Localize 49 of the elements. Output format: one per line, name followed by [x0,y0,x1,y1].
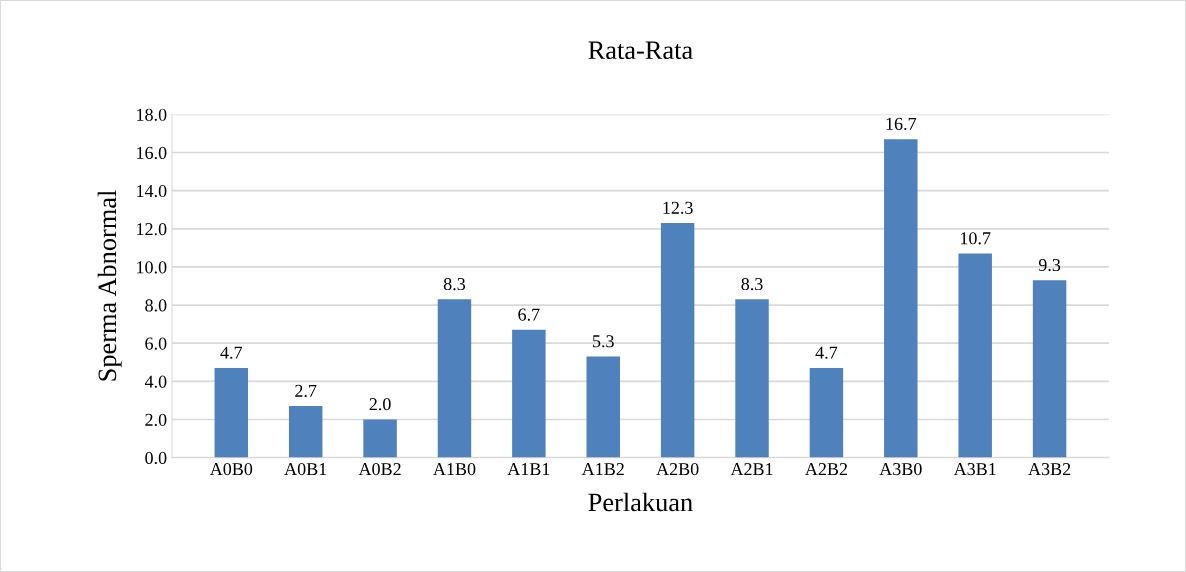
data-label: 2.0 [369,398,391,411]
bar [363,419,397,458]
y-tick-label: 14.0 [137,184,167,198]
bar [1032,280,1067,458]
bar [884,139,918,458]
x-tick-label: A1B0 [433,462,476,476]
bar [735,299,769,458]
x-tick-label: A2B2 [805,463,847,476]
x-tick-label: A0B1 [284,462,327,476]
bar [958,253,992,458]
x-axis-title: Perlakuan [588,492,693,512]
y-axis-title: Sperma Abnormal [97,190,122,381]
chart-title: Rata-Rata [588,41,693,60]
data-label: 4.7 [220,346,243,359]
x-tick-label: A0B0 [209,462,253,476]
data-label: 6.7 [518,308,540,321]
data-label: 8.3 [443,277,466,291]
y-tick-label: 18.0 [137,108,167,121]
bar [214,367,249,458]
data-label: 2.7 [295,384,317,397]
y-tick-label: 8.0 [145,299,167,312]
x-tick-label: A1B2 [581,463,624,476]
bar [437,299,472,458]
bar [660,223,695,458]
data-label: 8.3 [741,277,763,291]
data-label: 5.3 [593,335,614,348]
x-tick-label: A3B1 [953,463,996,476]
data-label: 4.7 [815,346,838,359]
data-label: 10.7 [960,232,991,245]
bar [288,406,323,458]
x-tick-label: A2B1 [730,463,773,476]
y-tick-label: 4.0 [144,375,167,388]
y-tick-label: 0.0 [145,451,167,465]
data-label: 16.7 [886,117,917,131]
data-label: 9.3 [1038,258,1061,272]
y-tick-label: 16.0 [137,146,167,160]
data-label: 12.3 [663,201,693,214]
y-tick-label: 12.0 [137,223,167,236]
x-tick-label: A1B1 [507,463,550,476]
x-tick-label: A3B0 [879,462,922,476]
x-tick-label: A3B2 [1028,463,1071,476]
y-tick-label: 10.0 [137,261,167,274]
y-tick-label: 2.0 [145,413,167,426]
x-tick-label: A2B0 [656,462,699,476]
bar [586,356,620,458]
bar [809,367,844,458]
y-tick-label: 6.0 [145,337,167,350]
x-tick-label: A0B2 [358,462,401,476]
bar [512,329,546,458]
